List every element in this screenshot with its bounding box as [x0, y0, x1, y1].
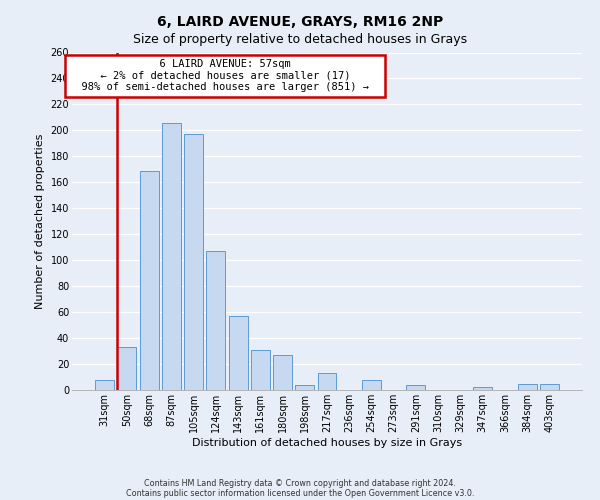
- Bar: [273, 355, 292, 390]
- Bar: [295, 385, 314, 390]
- Bar: [251, 350, 270, 390]
- Y-axis label: Number of detached properties: Number of detached properties: [35, 134, 45, 309]
- X-axis label: Distribution of detached houses by size in Grays: Distribution of detached houses by size …: [192, 438, 462, 448]
- Bar: [317, 373, 337, 390]
- Text: Contains HM Land Registry data © Crown copyright and database right 2024.: Contains HM Land Registry data © Crown c…: [144, 478, 456, 488]
- Text: 6 LAIRD AVENUE: 57sqm  
  ← 2% of detached houses are smaller (17)  
  98% of se: 6 LAIRD AVENUE: 57sqm ← 2% of detached h…: [69, 59, 381, 92]
- Bar: [473, 388, 492, 390]
- Text: 6, LAIRD AVENUE, GRAYS, RM16 2NP: 6, LAIRD AVENUE, GRAYS, RM16 2NP: [157, 15, 443, 29]
- Bar: [162, 122, 181, 390]
- Bar: [362, 380, 381, 390]
- Bar: [184, 134, 203, 390]
- Text: Contains public sector information licensed under the Open Government Licence v3: Contains public sector information licen…: [126, 488, 474, 498]
- Bar: [406, 385, 425, 390]
- Bar: [140, 170, 158, 390]
- Bar: [518, 384, 536, 390]
- Bar: [95, 380, 114, 390]
- Text: Size of property relative to detached houses in Grays: Size of property relative to detached ho…: [133, 32, 467, 46]
- Bar: [206, 251, 225, 390]
- Bar: [229, 316, 248, 390]
- Bar: [118, 347, 136, 390]
- Bar: [540, 384, 559, 390]
